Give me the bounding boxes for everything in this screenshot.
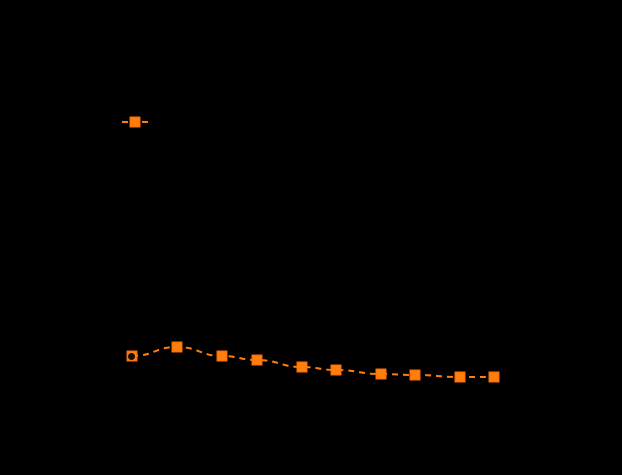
data-point-square-marker-icon (251, 354, 263, 366)
series-line-1 (126, 341, 500, 383)
chart-legend (122, 116, 148, 128)
hollow-marker-center-icon (128, 353, 135, 360)
data-point-square-marker-icon (488, 371, 500, 383)
data-point-square-marker-icon (216, 350, 228, 362)
series-dashed-line (131, 345, 494, 378)
data-point-square-marker-icon (171, 341, 183, 353)
data-point-square-marker-icon (296, 361, 308, 373)
data-point-square-marker-icon (375, 368, 387, 380)
data-point-square-marker-icon (409, 369, 421, 381)
data-point-square-marker-icon (454, 371, 466, 383)
data-point-square-marker-icon (330, 364, 342, 376)
legend-square-marker-icon (129, 116, 141, 128)
